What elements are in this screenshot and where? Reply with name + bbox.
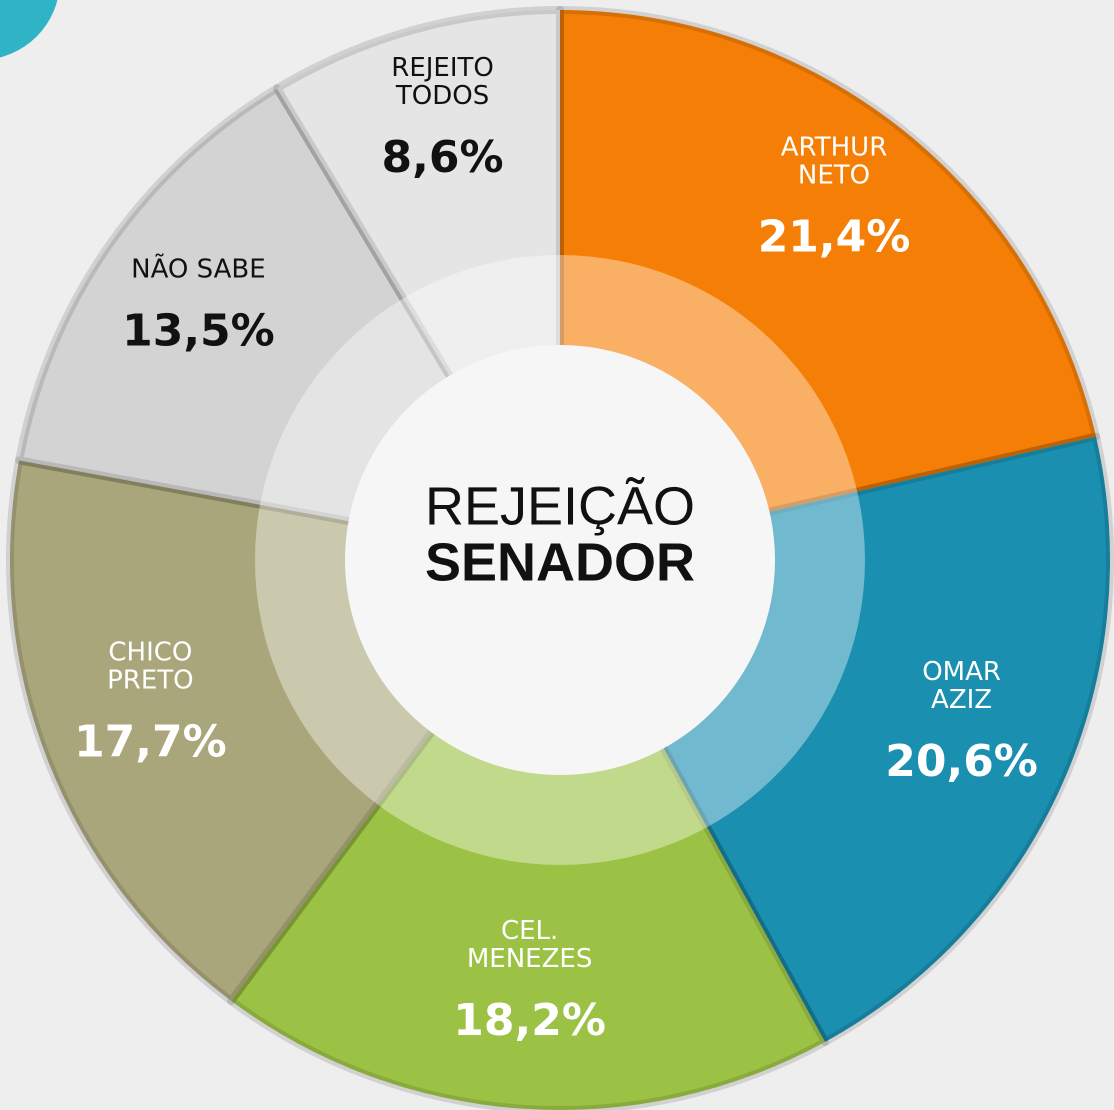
slice-label: CEL. MENEZES (467, 915, 592, 973)
value-label: 21,4% (758, 212, 911, 263)
labels: ARTHUR NETO 21,4% OMAR AZIZ 20,6% CEL. MENEZES 1… (74, 52, 1038, 1045)
center-circle (345, 345, 775, 775)
slice-label: NÃO SABE (131, 252, 266, 284)
chart-title: REJEIÇÃO (425, 476, 695, 536)
slice-label: OMAR AZIZ (922, 656, 1001, 714)
value-label: 17,7% (74, 717, 227, 768)
slice-label: ARTHUR NETO (781, 132, 888, 190)
value-label: 18,2% (453, 995, 606, 1046)
slice-label: CHICO PRETO (107, 637, 194, 695)
value-label: 8,6% (382, 132, 504, 183)
pie-slice (227, 556, 829, 1110)
corner-decoration (0, 0, 58, 58)
chart-subtitle: SENADOR (425, 532, 695, 592)
value-label: 13,5% (122, 305, 275, 356)
value-label: 20,6% (885, 736, 1038, 787)
slice-label: REJEITO TODOS (391, 52, 494, 110)
